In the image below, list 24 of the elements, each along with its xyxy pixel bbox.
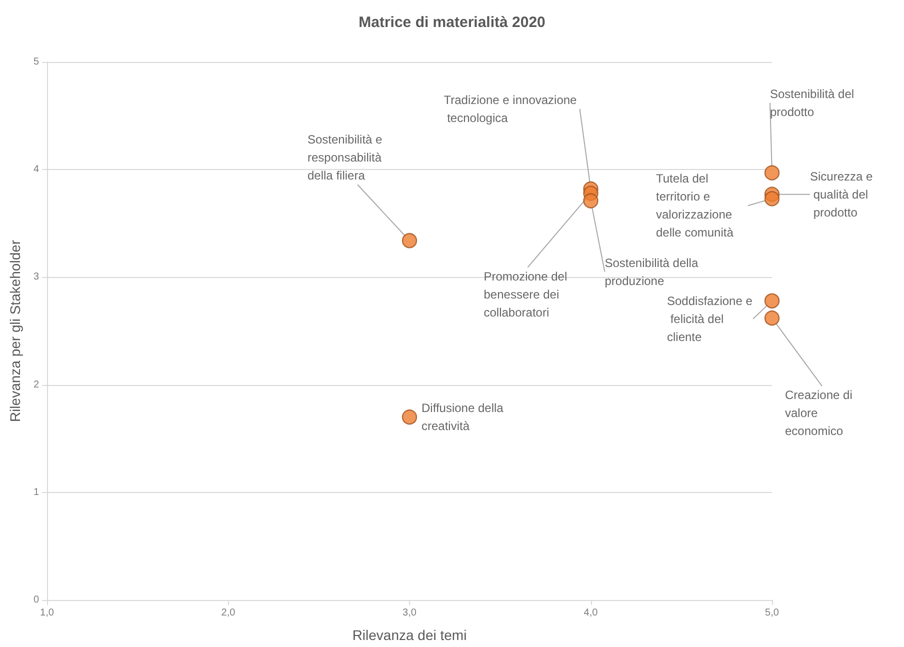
- y-tick-label: 1: [33, 486, 40, 498]
- annotation: Tradizione e innovazione tecnologica: [444, 92, 578, 125]
- y-tick-label: 5: [33, 56, 40, 68]
- annotation: Diffusione della creatività: [422, 401, 507, 434]
- y-tick-label: 2: [33, 379, 40, 390]
- annotation: Tutela del territorio e valorizzazione delle comunità: [656, 172, 736, 240]
- annotation: Sostenibilità e responsabilità della filiera: [308, 132, 386, 183]
- y-tick-label: 3: [33, 272, 40, 283]
- annotation: Sicurezza e qualità del prodotto: [810, 169, 874, 220]
- annotation: Sostenibilità della produzione: [604, 256, 702, 288]
- x-tick-label: 1,0: [40, 608, 54, 618]
- annotation: Promozione del benessere dei collaboratori: [484, 269, 570, 320]
- annotation: Soddisfazione e felicità del cliente: [667, 294, 753, 344]
- chart-title: Matrice di materialità 2020: [358, 14, 546, 31]
- y-tick-label: 4: [33, 164, 40, 176]
- x-tick-label: 2,0: [221, 608, 236, 618]
- y-axis-title: Rilevanza per gli Stakeholder: [7, 240, 23, 422]
- x-tick-label: 3,0: [402, 608, 417, 618]
- x-axis-title: Rilevanza dei temi: [352, 627, 467, 643]
- x-tick-label: 5,0: [765, 608, 780, 618]
- annotation: Sostenibilità del prodotto: [770, 86, 858, 119]
- y-tick-label: 0: [33, 594, 40, 606]
- annotation: Creazione di valore economico: [785, 388, 856, 438]
- x-tick-label: 4,0: [584, 608, 598, 618]
